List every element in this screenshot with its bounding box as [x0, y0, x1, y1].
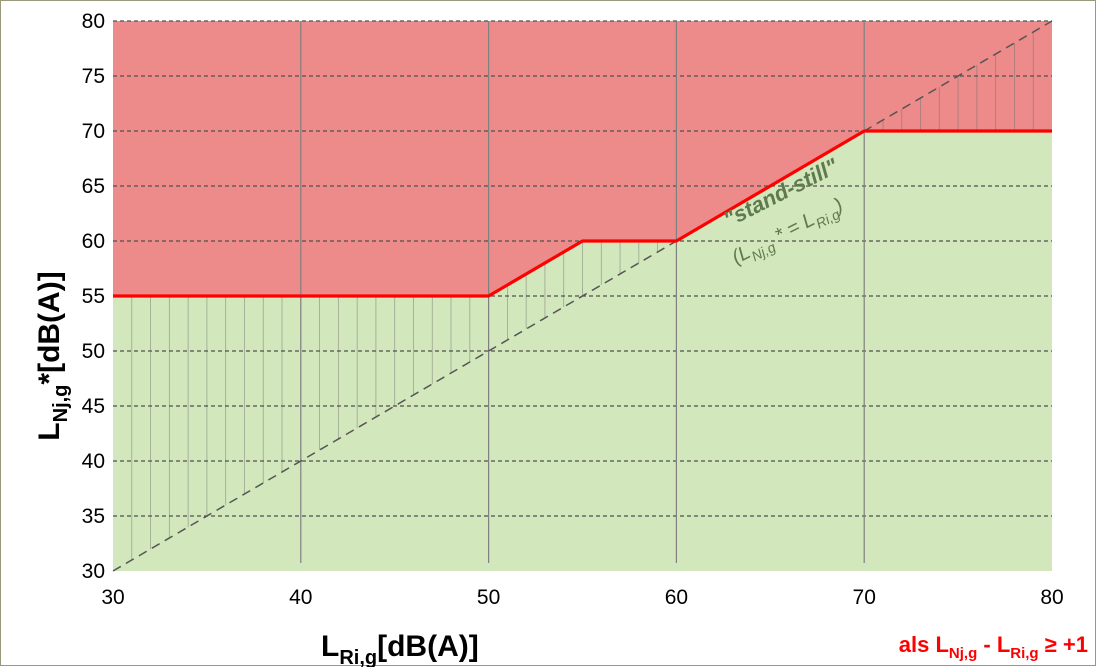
- limit-line: [113, 129, 1052, 298]
- y-tick-label: 45: [82, 395, 105, 418]
- y-tick-label: 70: [82, 120, 105, 143]
- x-axis-title: LRi,g[dB(A)]: [321, 630, 479, 667]
- y-tick-label: 30: [82, 560, 105, 583]
- x-tick-label: 30: [101, 586, 124, 609]
- y-tick-label: 65: [82, 175, 105, 198]
- x-tick-label: 60: [665, 586, 688, 609]
- y-tick-label: 55: [82, 285, 105, 308]
- x-tick-label: 40: [289, 586, 312, 609]
- region-above-limit: [113, 21, 1052, 296]
- x-tick-label: 50: [477, 586, 500, 609]
- y-tick-label: 50: [82, 340, 105, 363]
- data-lines: [112, 20, 1053, 572]
- x-tick-label: 70: [853, 586, 876, 609]
- y-axis-title: LNj,g*[dB(A)]: [33, 271, 72, 440]
- y-tick-label: 35: [82, 505, 105, 528]
- condition-note: als LNj,g - LRi,g ≥ +1: [899, 632, 1088, 662]
- y-tick-label: 60: [82, 230, 105, 253]
- y-tick-label: 75: [82, 65, 105, 88]
- y-tick-label: 80: [82, 10, 105, 33]
- tick-labels: 30 35 40 45 50 55 60 65 70 75 80 30 40 50 60 70 80: [82, 10, 1064, 609]
- x-tick-label: 80: [1040, 586, 1063, 609]
- y-tick-label: 40: [82, 450, 105, 473]
- diagonal-line: [112, 20, 1053, 572]
